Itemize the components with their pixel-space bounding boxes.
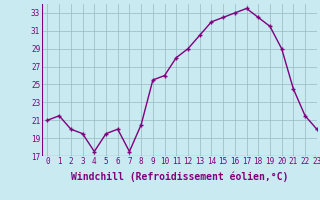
X-axis label: Windchill (Refroidissement éolien,°C): Windchill (Refroidissement éolien,°C) [70,172,288,182]
